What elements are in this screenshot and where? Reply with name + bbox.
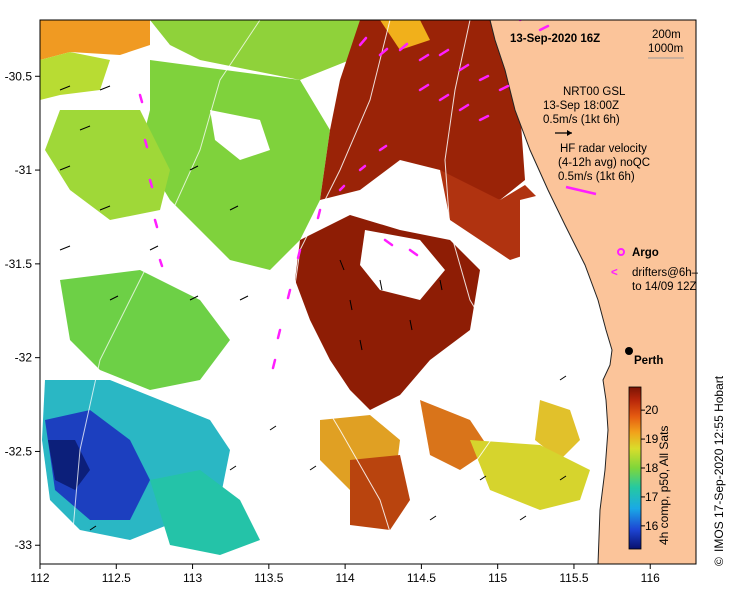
hf-radar-vectors: [138, 20, 550, 370]
argo-symbol: [617, 248, 625, 256]
x-axis: 112 112.5 113 113.5 114 114.5 115 115.5 116: [30, 564, 660, 585]
map-plot-area: [40, 20, 696, 564]
colorbar-tick-label: 19: [645, 432, 659, 446]
colorbar-ticks: 16 17 18 19 20: [641, 403, 659, 533]
isobath-1000m: [289, 20, 401, 564]
isobath-200m: [419, 20, 506, 564]
perth-marker: [625, 347, 633, 355]
colorbar-tick-label: 18: [645, 461, 659, 475]
map-frame: [39, 19, 697, 565]
radar-legend-arrow: [565, 185, 597, 196]
colorbar: [628, 386, 642, 550]
x-tick-label: 114.5: [407, 571, 436, 585]
colorbar-tick-label: 17: [645, 490, 659, 504]
land-australia: [490, 20, 696, 564]
radar-legend-avg: (4-12h avg) noQC: [558, 157, 650, 169]
x-tick-label: 112: [30, 571, 49, 585]
wind-legend-time: 13-Sep 18:00Z: [543, 100, 619, 112]
wind-vectors: [59, 85, 567, 531]
colorbar-tick-label: 20: [645, 403, 659, 417]
y-tick-label: -30.5: [5, 69, 33, 83]
drifter-symbol: <: [611, 267, 618, 279]
colorbar-caption: 4h comp, p50, All Sats: [657, 426, 671, 545]
y-tick-label: -31: [15, 163, 33, 177]
argo-label: Argo: [632, 247, 659, 259]
radar-legend-scale: 0.5m/s (1kt 6h): [558, 171, 635, 183]
y-tick-label: -32: [15, 351, 33, 365]
coastline: [489, 20, 613, 564]
x-tick-label: 116: [641, 571, 660, 585]
city-label-perth: Perth: [634, 355, 663, 367]
y-tick-label: -33: [15, 538, 33, 552]
y-tick-label: -31.5: [5, 257, 33, 271]
x-tick-label: 113: [183, 571, 202, 585]
wind-legend-title: NRT00 GSL: [563, 86, 626, 98]
y-tick-label: -32.5: [5, 444, 33, 458]
drifters-label-2: to 14/09 12Z: [632, 281, 697, 293]
x-tick-label: 115: [488, 571, 507, 585]
isobath-deep: [69, 20, 261, 564]
y-axis: -30.5 -31 -31.5 -32 -32.5 -33: [5, 69, 40, 552]
x-tick-label: 115.5: [559, 571, 588, 585]
x-tick-label: 114: [336, 571, 355, 585]
wind-legend-arrow-head: [567, 130, 572, 136]
x-tick-label: 113.5: [254, 571, 283, 585]
colorbar-tick-label: 16: [645, 519, 659, 533]
drifters-label-1: drifters@6h–: [632, 267, 699, 279]
x-tick-label: 112.5: [102, 571, 131, 585]
radar-legend-title: HF radar velocity: [560, 143, 647, 155]
credit-symbol: ©: [712, 557, 726, 566]
isobath-label-1000m: 1000m: [648, 43, 683, 55]
sst-field: [40, 20, 600, 555]
isobath-label-200m: 200m: [652, 29, 681, 41]
date-label: 13-Sep-2020 16Z: [510, 33, 600, 45]
wind-legend-scale: 0.5m/s (1kt 6h): [543, 114, 620, 126]
credit-text: IMOS 17-Sep-2020 12:55 Hobart: [712, 375, 726, 552]
